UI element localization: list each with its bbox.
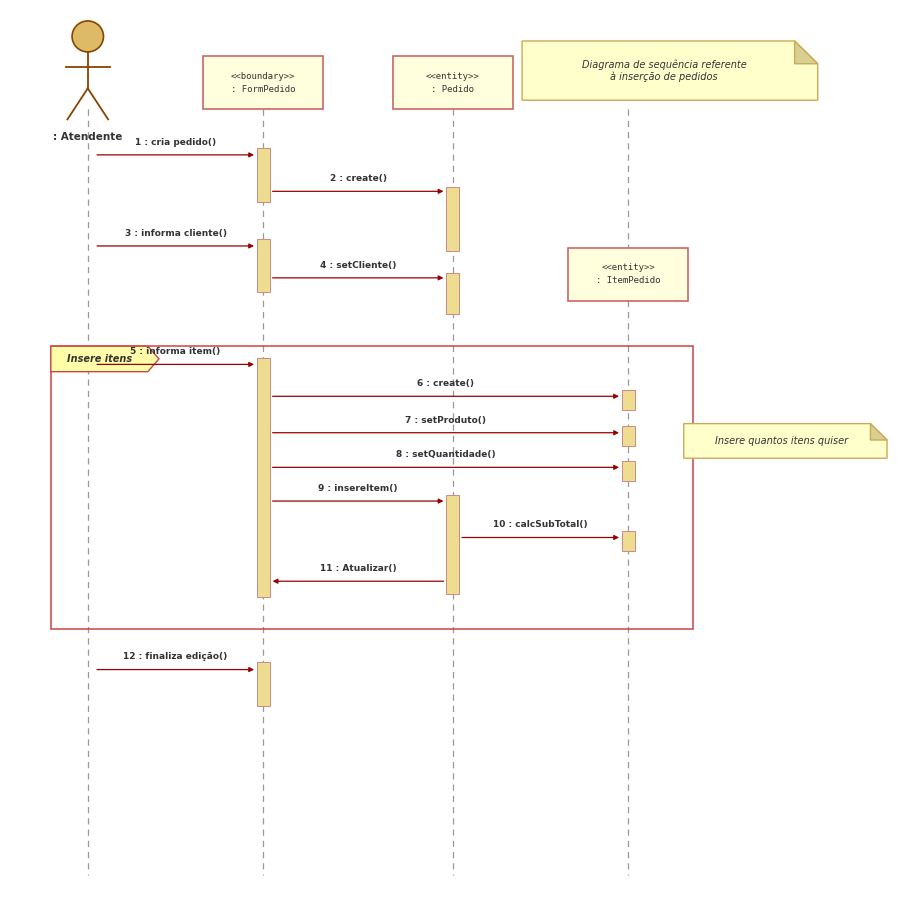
- Text: 5 : informa item(): 5 : informa item(): [130, 347, 221, 356]
- FancyBboxPatch shape: [257, 148, 270, 202]
- FancyBboxPatch shape: [393, 56, 513, 109]
- Text: 7 : setProduto(): 7 : setProduto(): [406, 415, 486, 425]
- FancyBboxPatch shape: [257, 662, 270, 706]
- FancyBboxPatch shape: [257, 358, 270, 597]
- Polygon shape: [870, 424, 887, 440]
- Polygon shape: [684, 424, 887, 458]
- Text: <<entity>>
: ItemPedido: <<entity>> : ItemPedido: [596, 263, 661, 285]
- FancyBboxPatch shape: [622, 390, 635, 410]
- Circle shape: [72, 21, 103, 52]
- Text: 10 : calcSubTotal(): 10 : calcSubTotal(): [493, 520, 588, 529]
- Polygon shape: [522, 41, 818, 100]
- Text: <<boundary>>
: FormPedido: <<boundary>> : FormPedido: [231, 72, 296, 94]
- FancyBboxPatch shape: [622, 531, 635, 551]
- Text: 11 : Atualizar(): 11 : Atualizar(): [320, 564, 396, 573]
- Text: 3 : informa cliente(): 3 : informa cliente(): [125, 229, 226, 238]
- Text: 9 : insereItem(): 9 : insereItem(): [318, 484, 398, 493]
- Text: Insere itens: Insere itens: [67, 354, 132, 363]
- Text: Diagrama de sequência referente
à inserção de pedidos: Diagrama de sequência referente à inserç…: [582, 59, 747, 82]
- FancyBboxPatch shape: [446, 187, 459, 251]
- FancyBboxPatch shape: [446, 273, 459, 314]
- Text: 1 : cria pedido(): 1 : cria pedido(): [135, 138, 216, 147]
- Polygon shape: [795, 41, 818, 64]
- FancyBboxPatch shape: [203, 56, 323, 109]
- Text: : Atendente: : Atendente: [53, 132, 123, 142]
- FancyBboxPatch shape: [257, 239, 270, 292]
- FancyBboxPatch shape: [622, 461, 635, 481]
- Text: Insere quantos itens quiser: Insere quantos itens quiser: [714, 436, 848, 445]
- Text: 4 : setCliente(): 4 : setCliente(): [320, 261, 396, 270]
- FancyBboxPatch shape: [446, 495, 459, 594]
- Text: 12 : finaliza edição(): 12 : finaliza edição(): [124, 652, 227, 661]
- Text: 8 : setQuantidade(): 8 : setQuantidade(): [396, 450, 495, 459]
- FancyBboxPatch shape: [622, 426, 635, 446]
- Text: 6 : create(): 6 : create(): [418, 379, 474, 388]
- Text: <<entity>>
: Pedido: <<entity>> : Pedido: [426, 72, 480, 94]
- Text: 2 : create(): 2 : create(): [330, 174, 386, 183]
- FancyBboxPatch shape: [568, 248, 688, 301]
- Polygon shape: [51, 346, 159, 372]
